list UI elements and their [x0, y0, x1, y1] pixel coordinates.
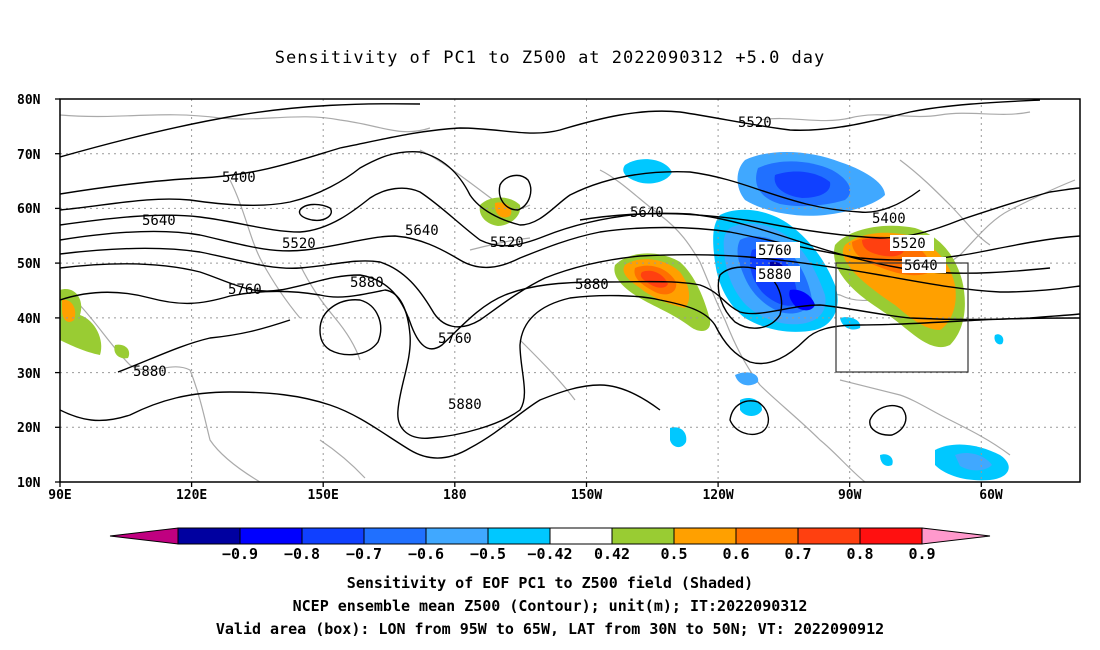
- colorbar-label: −0.42: [527, 545, 572, 563]
- colorbar-swatch: [487, 527, 551, 545]
- lon-label: 180: [443, 488, 467, 503]
- lat-label: 20N: [17, 421, 41, 436]
- contour-label: 5880: [575, 277, 609, 293]
- colorbar-swatch: [239, 527, 303, 545]
- colorbar-swatch: [363, 527, 427, 545]
- colorbar-label: −0.6: [408, 545, 444, 563]
- colorbar-swatch: [673, 527, 737, 545]
- contour-label: 5880: [448, 397, 482, 413]
- colorbar-label: −0.8: [284, 545, 320, 563]
- colorbar-label: 0.6: [722, 545, 749, 563]
- colorbar-max-arrow: [921, 527, 991, 545]
- colorbar-label: 0.5: [660, 545, 687, 563]
- colorbar: −0.9 −0.8 −0.7 −0.6 −0.5 −0.42 0.42 0.5 0.6 0.7 0.…: [109, 527, 991, 563]
- lon-label: 90W: [838, 488, 862, 503]
- valid-area-box: [835, 262, 969, 373]
- lat-label: 50N: [17, 257, 41, 272]
- caption-line-3: Valid area (box): LON from 95W to 65W, L…: [215, 620, 885, 638]
- axis-ticks: [55, 98, 982, 487]
- contour-label: 5520: [490, 235, 524, 251]
- lon-label: 120E: [176, 488, 207, 503]
- contour-label: 5880: [758, 267, 792, 283]
- contour-label: 5640: [142, 213, 176, 229]
- grid: [60, 99, 1080, 482]
- colorbar-swatch: [797, 527, 861, 545]
- colorbar-label: 0.42: [594, 545, 630, 563]
- caption-line-2: NCEP ensemble mean Z500 (Contour); unit(…: [292, 597, 808, 615]
- colorbar-swatch: [549, 527, 613, 545]
- colorbar-label: 0.9: [908, 545, 935, 563]
- lat-label: 80N: [17, 93, 41, 108]
- colorbar-label: −0.7: [346, 545, 382, 563]
- map-title: Sensitivity of PC1 to Z500 at 2022090312…: [274, 48, 826, 68]
- lon-label: 60W: [979, 488, 1003, 503]
- lat-label: 40N: [17, 312, 41, 327]
- colorbar-swatch: [177, 527, 241, 545]
- contour-label: 5400: [872, 211, 906, 227]
- lon-label: 150W: [571, 488, 602, 503]
- lon-label: 120W: [702, 488, 733, 503]
- colorbar-swatch: [735, 527, 799, 545]
- lat-label: 10N: [17, 476, 41, 491]
- colorbar-min-arrow: [109, 527, 179, 545]
- lon-axis-labels: 90E 120E 150E 180 150W 120W 90W 60W: [48, 488, 1003, 503]
- contour-label: 5760: [438, 331, 472, 347]
- caption-line-1: Sensitivity of EOF PC1 to Z500 field (Sh…: [346, 574, 754, 592]
- contour-labels: 5520 5400 5640 5520 5640 5520 5760 5880 …: [133, 115, 946, 413]
- lon-label: 150E: [308, 488, 339, 503]
- contour-label: 5640: [904, 258, 938, 274]
- lat-label: 30N: [17, 367, 41, 382]
- colorbar-swatch: [301, 527, 365, 545]
- colorbar-swatch: [859, 527, 923, 545]
- contour-label: 5400: [222, 170, 256, 186]
- colorbar-label: −0.9: [222, 545, 258, 563]
- lon-label: 90E: [48, 488, 71, 503]
- contour-label: 5760: [758, 243, 792, 259]
- z500-contours: [60, 99, 1080, 459]
- colorbar-label: −0.5: [470, 545, 506, 563]
- contour-label: 5880: [133, 364, 167, 380]
- lat-axis-labels: 80N 70N 60N 50N 40N 30N 20N 10N: [17, 93, 41, 491]
- contour-label: 5640: [405, 223, 439, 239]
- contour-label: 5520: [738, 115, 772, 131]
- lat-label: 60N: [17, 202, 41, 217]
- plot-frame: [59, 98, 1081, 483]
- contour-label: 5520: [892, 236, 926, 252]
- contour-label: 5880: [350, 275, 384, 291]
- colorbar-swatch: [425, 527, 489, 545]
- colorbar-label: 0.8: [846, 545, 873, 563]
- contour-label: 5520: [282, 236, 316, 252]
- colorbar-label: 0.7: [784, 545, 811, 563]
- lat-label: 70N: [17, 148, 41, 163]
- contour-label: 5760: [228, 282, 262, 298]
- colorbar-swatch: [611, 527, 675, 545]
- contour-label: 5640: [630, 205, 664, 221]
